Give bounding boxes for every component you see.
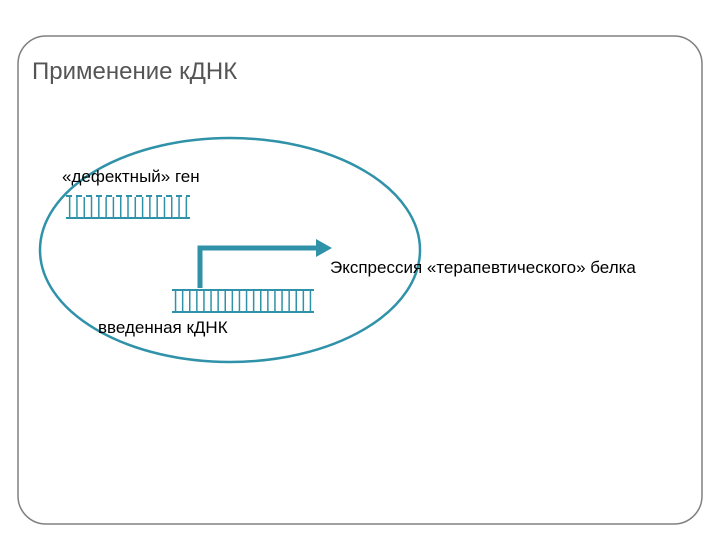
defective-gene-label: «дефектный» ген: [62, 167, 200, 187]
expression-label: Экспрессия «терапевтического» белка: [330, 258, 636, 278]
expression-arrow: [198, 239, 333, 288]
slide-frame: [18, 36, 702, 524]
defective-gene-dna: [66, 196, 190, 218]
introduced-cdna-label: введенная кДНК: [98, 318, 228, 338]
introduced-cdna-dna: [172, 290, 314, 312]
